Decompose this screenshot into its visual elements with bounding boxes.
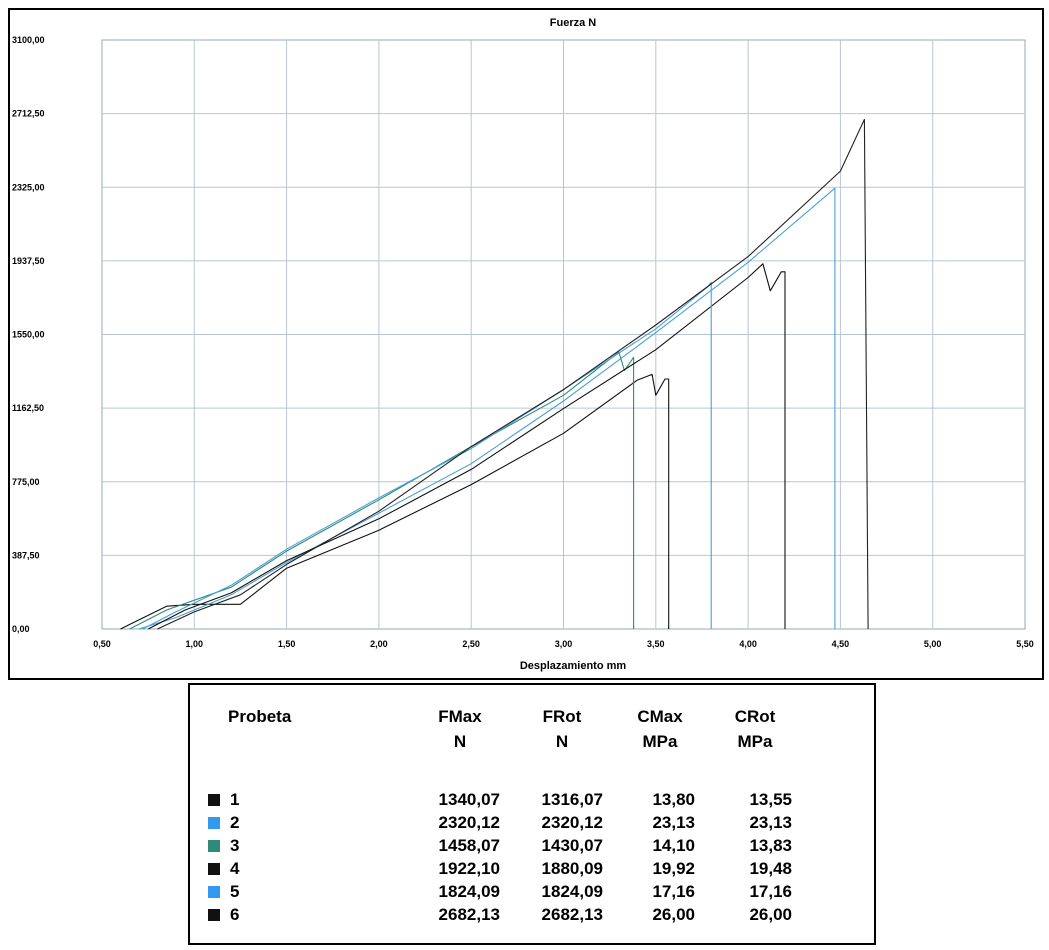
cell-frot: 1824,09 — [541, 882, 603, 901]
chart-title: Fuerza N — [550, 17, 597, 29]
series-line-6 — [157, 118, 869, 630]
header-unit-frot: N — [555, 732, 569, 751]
legend-swatch — [208, 817, 220, 829]
cell-cmax: 13,80 — [652, 790, 695, 809]
x-tick-label: 2,50 — [462, 639, 480, 649]
x-tick-label: 5,50 — [1016, 639, 1034, 649]
x-tick-label: 3,00 — [555, 639, 573, 649]
series-line-4 — [147, 263, 786, 630]
legend-swatch — [208, 794, 220, 806]
series-line-1 — [120, 373, 670, 630]
probeta-id: 1 — [230, 790, 240, 809]
chart-frame: 0,50 1,00 1,50 2,00 2,50 3,00 3,50 4,00 4,50 5,00… — [8, 8, 1044, 680]
cell-frot: 1430,07 — [541, 836, 603, 855]
cell-crot: 23,13 — [749, 813, 792, 832]
x-tick-label: 1,50 — [278, 639, 296, 649]
cell-cmax: 23,13 — [652, 813, 695, 832]
cell-crot: 13,55 — [749, 790, 792, 809]
probeta-id: 6 — [230, 905, 240, 924]
results-table: Probeta FMax N FRot N CMax MPa CRot MPa 1 1340,07 1… — [188, 683, 876, 945]
cell-crot: 19,48 — [749, 859, 792, 878]
x-tick-label: 2,00 — [370, 639, 388, 649]
y-tick-label: 2712,50 — [12, 109, 45, 119]
cell-crot: 26,00 — [749, 905, 792, 924]
cell-frot: 1880,09 — [541, 859, 603, 878]
header-crot: CRot — [734, 707, 776, 726]
legend-swatch — [208, 886, 220, 898]
x-axis-label: Desplazamiento mm — [520, 660, 627, 672]
cell-fmax: 2682,13 — [438, 905, 500, 924]
header-unit-fmax: N — [453, 732, 467, 751]
cell-frot: 2320,12 — [541, 813, 603, 832]
y-tick-label: 387,50 — [12, 550, 40, 560]
y-tick-label: 3100,00 — [12, 35, 45, 45]
series-line-2 — [138, 187, 836, 630]
cell-fmax: 1824,09 — [438, 882, 500, 901]
cell-crot: 17,16 — [749, 882, 792, 901]
series-layer — [120, 118, 869, 630]
y-tick-label: 1162,50 — [12, 403, 44, 413]
cell-fmax: 1922,10 — [438, 859, 500, 878]
cell-cmax: 26,00 — [652, 905, 695, 924]
x-tick-label: 1,00 — [186, 639, 204, 649]
x-tick-label: 3,50 — [647, 639, 665, 649]
legend-swatch — [208, 840, 220, 852]
cell-cmax: 19,92 — [652, 859, 695, 878]
y-tick-label: 775,00 — [12, 477, 40, 487]
cell-fmax: 1340,07 — [438, 790, 500, 809]
cell-frot: 2682,13 — [541, 905, 603, 924]
legend-swatch — [208, 863, 220, 875]
y-tick-label: 1937,50 — [12, 256, 45, 266]
tick-layer: 0,50 1,00 1,50 2,00 2,50 3,00 3,50 4,00 4,50 5,00… — [12, 35, 1034, 649]
header-cmax: CMax — [637, 707, 683, 726]
probeta-id: 2 — [230, 813, 240, 832]
x-tick-label: 5,00 — [924, 639, 942, 649]
header-frot: FRot — [542, 707, 582, 726]
x-tick-label: 0,50 — [93, 639, 111, 649]
x-tick-label: 4,00 — [739, 639, 757, 649]
legend-swatch — [208, 909, 220, 921]
force-displacement-chart: 0,50 1,00 1,50 2,00 2,50 3,00 3,50 4,00 4,50 5,00… — [12, 17, 1034, 672]
cell-frot: 1316,07 — [541, 790, 603, 809]
cell-cmax: 14,10 — [652, 836, 695, 855]
cell-crot: 13,83 — [749, 836, 792, 855]
header-unit-cmax: MPa — [642, 732, 678, 751]
header-fmax: FMax — [438, 707, 482, 726]
y-tick-label: 2325,00 — [12, 182, 45, 192]
probeta-id: 3 — [230, 836, 240, 855]
cell-fmax: 2320,12 — [438, 813, 500, 832]
probeta-id: 5 — [230, 882, 240, 901]
header-unit-crot: MPa — [737, 732, 773, 751]
x-tick-label: 4,50 — [832, 639, 850, 649]
cell-cmax: 17,16 — [652, 882, 695, 901]
probeta-id: 4 — [230, 859, 240, 878]
cell-fmax: 1458,07 — [438, 836, 500, 855]
header-probeta: Probeta — [228, 707, 292, 726]
grid-layer — [101, 39, 1026, 630]
y-tick-label: 1550,00 — [12, 330, 45, 340]
y-tick-label: 0,00 — [12, 624, 30, 634]
